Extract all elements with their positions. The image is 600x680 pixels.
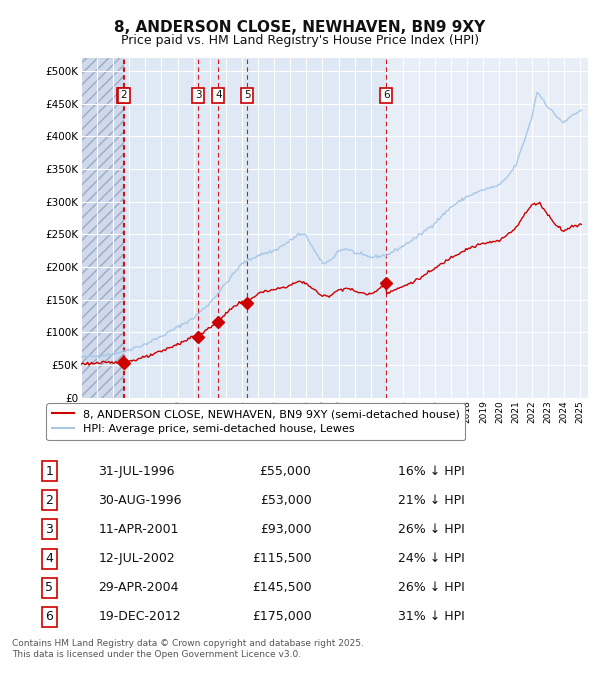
Text: 26% ↓ HPI: 26% ↓ HPI <box>398 581 464 594</box>
Text: 5: 5 <box>244 90 251 100</box>
Text: 2: 2 <box>121 90 127 100</box>
Text: £53,000: £53,000 <box>260 494 311 507</box>
Text: 31-JUL-1996: 31-JUL-1996 <box>98 464 175 477</box>
Text: £115,500: £115,500 <box>252 552 311 565</box>
Text: 3: 3 <box>46 523 53 536</box>
Text: £93,000: £93,000 <box>260 523 311 536</box>
Text: 1: 1 <box>119 90 126 100</box>
Bar <box>81 58 124 398</box>
Text: 1: 1 <box>46 464 53 477</box>
Text: 21% ↓ HPI: 21% ↓ HPI <box>398 494 464 507</box>
Text: 19-DEC-2012: 19-DEC-2012 <box>98 611 181 624</box>
Text: Price paid vs. HM Land Registry's House Price Index (HPI): Price paid vs. HM Land Registry's House … <box>121 34 479 47</box>
Text: 26% ↓ HPI: 26% ↓ HPI <box>398 523 464 536</box>
Text: 6: 6 <box>383 90 389 100</box>
Text: 8, ANDERSON CLOSE, NEWHAVEN, BN9 9XY: 8, ANDERSON CLOSE, NEWHAVEN, BN9 9XY <box>115 20 485 35</box>
Text: 30-AUG-1996: 30-AUG-1996 <box>98 494 182 507</box>
Text: 5: 5 <box>46 581 53 594</box>
Text: £55,000: £55,000 <box>260 464 311 477</box>
Text: £175,000: £175,000 <box>252 611 311 624</box>
Text: 4: 4 <box>46 552 53 565</box>
Text: Contains HM Land Registry data © Crown copyright and database right 2025.
This d: Contains HM Land Registry data © Crown c… <box>12 639 364 659</box>
Text: 11-APR-2001: 11-APR-2001 <box>98 523 179 536</box>
Text: 12-JUL-2002: 12-JUL-2002 <box>98 552 175 565</box>
Bar <box>124 58 386 398</box>
Text: 4: 4 <box>215 90 221 100</box>
Text: 6: 6 <box>46 611 53 624</box>
Text: 3: 3 <box>195 90 202 100</box>
Legend: 8, ANDERSON CLOSE, NEWHAVEN, BN9 9XY (semi-detached house), HPI: Average price, : 8, ANDERSON CLOSE, NEWHAVEN, BN9 9XY (se… <box>46 403 466 440</box>
Text: 16% ↓ HPI: 16% ↓ HPI <box>398 464 464 477</box>
Text: 2: 2 <box>46 494 53 507</box>
Text: 24% ↓ HPI: 24% ↓ HPI <box>398 552 464 565</box>
Text: £145,500: £145,500 <box>252 581 311 594</box>
Text: 29-APR-2004: 29-APR-2004 <box>98 581 179 594</box>
Bar <box>81 58 124 398</box>
Text: 31% ↓ HPI: 31% ↓ HPI <box>398 611 464 624</box>
